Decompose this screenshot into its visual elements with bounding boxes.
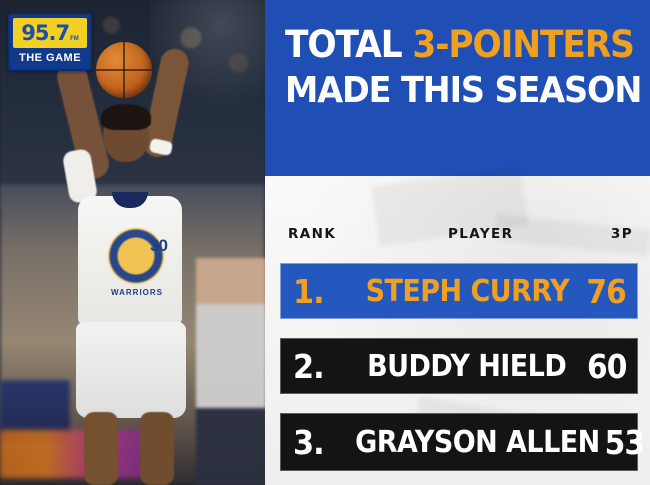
row-value: 60 [586, 346, 627, 386]
background-person [196, 258, 265, 485]
row-player: BUDDY HIELD [367, 348, 568, 384]
column-header-player: PLAYER [448, 226, 514, 242]
player-shorts [76, 322, 186, 418]
title-line-2: MADE THIS SEASON [285, 69, 642, 111]
jersey-team-name: WARRIORS [111, 288, 163, 297]
station-tagline-block: THE GAME [13, 50, 87, 66]
warriors-bridge-logo-icon [108, 228, 164, 284]
jersey-number: 30 [150, 236, 168, 255]
column-header-rank: RANK [288, 226, 337, 242]
station-logo: 95.7 FM THE GAME [8, 13, 92, 71]
table-row: 2. BUDDY HIELD 60 [280, 338, 638, 394]
row-rank: 3. [292, 422, 325, 462]
title-line-1: TOTAL 3-POINTERS [285, 23, 635, 66]
table-row: 1. STEPH CURRY 76 [280, 263, 638, 319]
leaderboard: RANK PLAYER 3P 1. STEPH CURRY 76 2. BUDD… [265, 165, 650, 485]
station-band: FM [70, 36, 79, 42]
row-value: 76 [586, 271, 627, 311]
basketball-icon [96, 42, 152, 98]
column-header-3p: 3P [610, 226, 633, 242]
station-frequency-block: 95.7 FM [13, 18, 87, 48]
row-rank: 1. [292, 271, 325, 311]
table-row: 3. GRAYSON ALLEN 53 [280, 413, 645, 471]
player-photo: 30 WARRIORS 95.7 FM THE GAME [0, 0, 265, 485]
title-white-part: TOTAL [285, 23, 413, 66]
row-rank: 2. [292, 346, 325, 386]
station-frequency: 95.7 [21, 20, 70, 45]
player-left-leg [84, 412, 118, 485]
row-player: STEPH CURRY [365, 273, 570, 309]
station-tagline: THE GAME [18, 52, 82, 64]
player-hair [101, 104, 151, 130]
table-header-row: RANK PLAYER 3P [288, 226, 633, 248]
row-player: GRAYSON ALLEN [354, 424, 600, 460]
player-right-leg [140, 412, 174, 485]
title-gold-part: 3-POINTERS [412, 23, 635, 66]
info-panel: TOTAL 3-POINTERS MADE THIS SEASON RANK P… [265, 0, 650, 485]
arena-signage [0, 430, 150, 478]
title-header: TOTAL 3-POINTERS MADE THIS SEASON [265, 0, 650, 176]
row-value: 53 [604, 422, 645, 462]
